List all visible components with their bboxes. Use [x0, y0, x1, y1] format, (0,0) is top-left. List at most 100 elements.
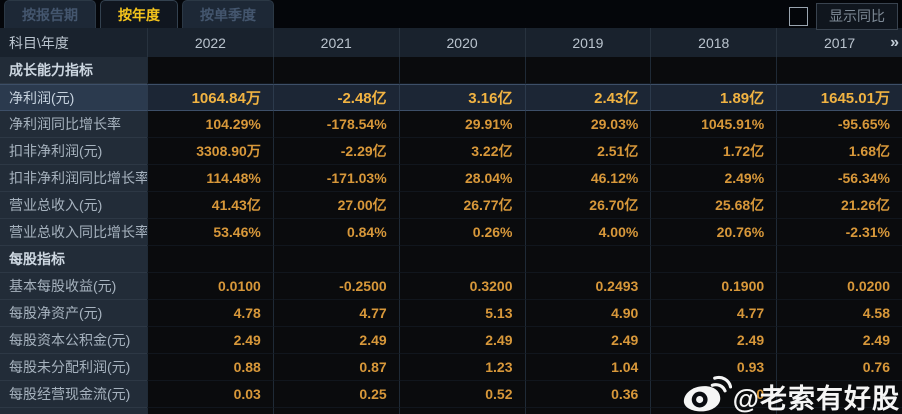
cell-value: 4.58	[776, 300, 902, 327]
cell-value: 5.13	[398, 300, 525, 327]
row-label: 净利润(元)	[0, 84, 147, 111]
year-header-2018: 2018	[650, 28, 776, 57]
cell-value: 0.1900	[650, 273, 777, 300]
cell-value: 21.26亿	[776, 192, 902, 219]
cell-value: 4.77	[272, 300, 399, 327]
table-row: 扣非净利润同比增长率 114.48% -171.03% 28.04% 46.12…	[0, 165, 902, 192]
table-row: 净利润(元) 1064.84万 -2.48亿 3.16亿 2.43亿 1.89亿…	[0, 84, 902, 111]
show-yoy-checkbox[interactable]	[789, 7, 808, 26]
cell-value: 104.29%	[147, 111, 273, 138]
cell-value: 1.72亿	[650, 138, 777, 165]
cell-value	[776, 408, 902, 414]
show-yoy-label[interactable]: 显示同比	[816, 3, 898, 30]
row-label: 每股未分配利润(元)	[0, 354, 147, 381]
cell-value: 2.49	[398, 327, 525, 354]
cell-value: 29.91%	[398, 111, 525, 138]
row-label: 每股净资产(元)	[0, 300, 147, 327]
year-header-2019: 2019	[524, 28, 651, 57]
row-label: 营业总收入同比增长率	[0, 219, 147, 246]
cell-value: 1645.01万	[776, 84, 902, 111]
table-row: 每股未分配利润(元) 0.88 0.87 1.23 1.04 0.93 0.76	[0, 354, 902, 381]
cell-value: -0.2500	[272, 273, 399, 300]
cell-value: 3308.90万	[147, 138, 273, 165]
row-label: 基本每股收益(元)	[0, 273, 147, 300]
tab-report-period[interactable]: 按报告期	[4, 0, 96, 28]
table-row: 扣非净利润(元) 3308.90万 -2.29亿 3.22亿 2.51亿 1.7…	[0, 138, 902, 165]
cell-value: 1045.91%	[650, 111, 777, 138]
cell-value	[272, 408, 399, 414]
cell-value: 27.00亿	[272, 192, 399, 219]
cell-value: 2.49	[650, 327, 777, 354]
cell-value: 4.78	[147, 300, 273, 327]
cell-value: 2.43亿	[524, 84, 651, 111]
cell-value: 46.12%	[524, 165, 651, 192]
cell-value: 0.88	[147, 354, 273, 381]
cell-value: 2.51亿	[524, 138, 651, 165]
cell-value	[776, 57, 902, 84]
cell-value	[650, 246, 777, 273]
cell-value: -178.54%	[272, 111, 399, 138]
cell-value	[147, 408, 273, 414]
cell-value	[272, 57, 399, 84]
row-label: 成长能力指标	[0, 57, 147, 84]
cell-value: 1064.84万	[147, 84, 273, 111]
cell-value: 0.0200	[776, 273, 902, 300]
cell-value: 3.16亿	[398, 84, 525, 111]
year-header-2020: 2020	[398, 28, 525, 57]
cell-value: 3.22亿	[398, 138, 525, 165]
table-row: 每股经营现金流(元) 0.03 0.25 0.52 0.36 0	[0, 381, 902, 408]
cell-value: 1.89亿	[650, 84, 777, 111]
year-header-2017: 2017 »	[776, 28, 902, 57]
yoy-controls: 显示同比	[789, 3, 898, 30]
cell-value: 41.43亿	[147, 192, 273, 219]
table-row-partial	[0, 408, 902, 414]
cell-value: 0.0100	[147, 273, 273, 300]
cell-value	[147, 246, 273, 273]
cell-value: 0.52	[398, 381, 525, 408]
cell-value: 53.46%	[147, 219, 273, 246]
cell-value	[524, 57, 651, 84]
period-tabbar: 按报告期 按年度 按单季度 显示同比	[0, 0, 902, 30]
table-row: 营业总收入同比增长率 53.46% 0.84% 0.26% 4.00% 20.7…	[0, 219, 902, 246]
more-years-chevron-icon[interactable]: »	[890, 33, 899, 51]
cell-value: 0	[650, 381, 777, 408]
cell-value: -56.34%	[776, 165, 902, 192]
corner-header-label: 科目\年度	[9, 34, 69, 51]
cell-value: 2.49	[272, 327, 399, 354]
cell-value: -2.31%	[776, 219, 902, 246]
cell-value: -171.03%	[272, 165, 399, 192]
cell-value: 4.77	[650, 300, 777, 327]
tab-single-quarter[interactable]: 按单季度	[182, 0, 274, 28]
cell-value: 0.93	[650, 354, 777, 381]
cell-value: 2.49	[147, 327, 273, 354]
cell-value	[524, 246, 651, 273]
table-row: 基本每股收益(元) 0.0100 -0.2500 0.3200 0.2493 0…	[0, 273, 902, 300]
row-label: 扣非净利润同比增长率	[0, 165, 147, 192]
cell-value: 0.3200	[398, 273, 525, 300]
row-label: 每股经营现金流(元)	[0, 381, 147, 408]
cell-value: -2.48亿	[272, 84, 399, 111]
cell-value	[524, 408, 651, 414]
row-label: 扣非净利润(元)	[0, 138, 147, 165]
tab-annual[interactable]: 按年度	[100, 0, 178, 28]
table-row: 每股资本公积金(元) 2.49 2.49 2.49 2.49 2.49 2.49	[0, 327, 902, 354]
year-header-2022: 2022	[147, 28, 273, 57]
table-row: 每股净资产(元) 4.78 4.77 5.13 4.90 4.77 4.58	[0, 300, 902, 327]
cell-value	[272, 246, 399, 273]
cell-value: 25.68亿	[650, 192, 777, 219]
cell-value: 26.70亿	[524, 192, 651, 219]
cell-value: 4.90	[524, 300, 651, 327]
cell-value: 20.76%	[650, 219, 777, 246]
cell-value	[147, 57, 273, 84]
year-header-2021: 2021	[272, 28, 399, 57]
cell-value: 1.04	[524, 354, 651, 381]
cell-value	[776, 381, 902, 408]
cell-value	[398, 246, 525, 273]
cell-value: 26.77亿	[398, 192, 525, 219]
cell-value	[398, 408, 525, 414]
table-row: 成长能力指标	[0, 57, 902, 84]
table-body: 成长能力指标 净利润(元) 1064.84万 -2.48亿 3.16亿 2.43…	[0, 57, 902, 414]
cell-value: 29.03%	[524, 111, 651, 138]
row-label: 每股指标	[0, 246, 147, 273]
cell-value: 0.76	[776, 354, 902, 381]
